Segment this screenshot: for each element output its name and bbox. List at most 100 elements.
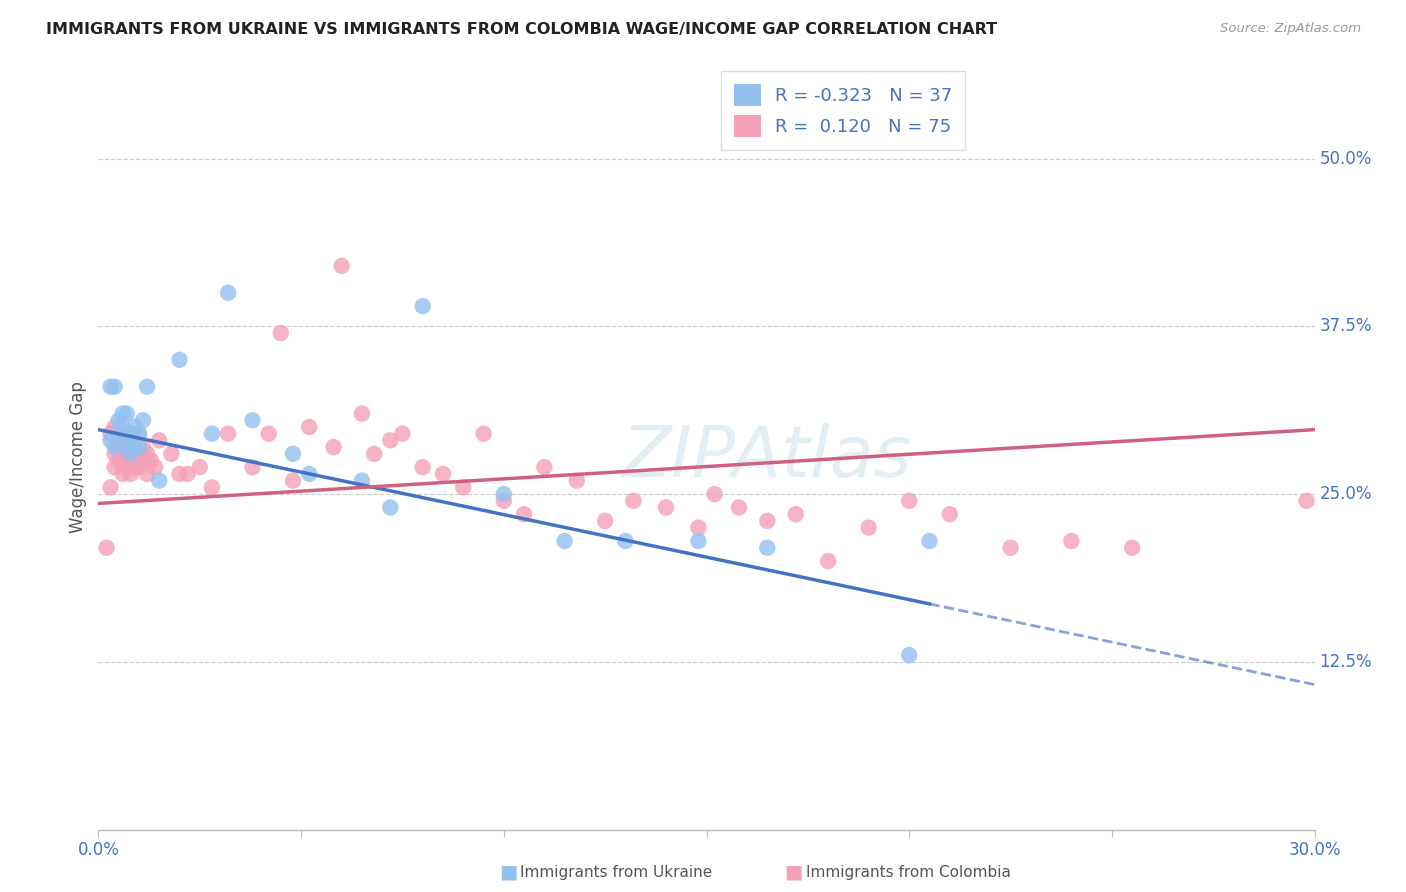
Point bbox=[1121, 541, 1143, 555]
Point bbox=[1000, 541, 1022, 555]
Text: Immigrants from Ukraine: Immigrants from Ukraine bbox=[520, 865, 713, 880]
Point bbox=[128, 440, 150, 454]
Point bbox=[111, 453, 134, 467]
Point bbox=[217, 285, 239, 300]
Point bbox=[120, 426, 142, 441]
Point bbox=[281, 447, 304, 461]
Point bbox=[703, 487, 725, 501]
Point bbox=[363, 447, 385, 461]
Point bbox=[128, 447, 150, 461]
Text: Source: ZipAtlas.com: Source: ZipAtlas.com bbox=[1220, 22, 1361, 36]
Point bbox=[655, 500, 678, 515]
Text: 37.5%: 37.5% bbox=[1319, 318, 1372, 335]
Point bbox=[143, 460, 166, 475]
Point bbox=[492, 487, 515, 501]
Point bbox=[858, 520, 880, 534]
Point bbox=[270, 326, 292, 340]
Point bbox=[350, 474, 373, 488]
Point bbox=[136, 467, 159, 481]
Point bbox=[124, 460, 146, 475]
Point bbox=[298, 420, 321, 434]
Point bbox=[136, 380, 159, 394]
Text: 12.5%: 12.5% bbox=[1319, 653, 1372, 671]
Point bbox=[176, 467, 198, 481]
Point bbox=[257, 426, 280, 441]
Point bbox=[898, 648, 921, 662]
Point bbox=[756, 541, 779, 555]
Point bbox=[115, 426, 138, 441]
Point bbox=[111, 407, 134, 421]
Point bbox=[169, 352, 191, 367]
Point bbox=[1295, 493, 1317, 508]
Point bbox=[136, 447, 159, 461]
Point bbox=[128, 426, 150, 441]
Point bbox=[330, 259, 353, 273]
Text: Immigrants from Colombia: Immigrants from Colombia bbox=[806, 865, 1011, 880]
Point bbox=[298, 467, 321, 481]
Point bbox=[107, 440, 129, 454]
Point bbox=[107, 440, 129, 454]
Point bbox=[100, 434, 122, 448]
Point bbox=[188, 460, 211, 475]
Point bbox=[139, 453, 162, 467]
Point bbox=[728, 500, 751, 515]
Point bbox=[124, 447, 146, 461]
Point bbox=[201, 480, 224, 494]
Point bbox=[120, 440, 142, 454]
Point bbox=[148, 434, 170, 448]
Point bbox=[939, 507, 962, 521]
Point bbox=[688, 534, 710, 549]
Text: IMMIGRANTS FROM UKRAINE VS IMMIGRANTS FROM COLOMBIA WAGE/INCOME GAP CORRELATION : IMMIGRANTS FROM UKRAINE VS IMMIGRANTS FR… bbox=[46, 22, 997, 37]
Point bbox=[111, 440, 134, 454]
Point bbox=[104, 380, 127, 394]
Point bbox=[492, 493, 515, 508]
Point bbox=[614, 534, 637, 549]
Point bbox=[132, 453, 155, 467]
Point bbox=[918, 534, 941, 549]
Point bbox=[593, 514, 616, 528]
Point bbox=[201, 426, 224, 441]
Point bbox=[132, 413, 155, 427]
Point bbox=[322, 440, 344, 454]
Point bbox=[115, 407, 138, 421]
Point bbox=[100, 380, 122, 394]
Text: ■: ■ bbox=[785, 863, 803, 882]
Point bbox=[128, 460, 150, 475]
Point bbox=[104, 420, 127, 434]
Point bbox=[242, 413, 264, 427]
Point bbox=[111, 467, 134, 481]
Point bbox=[124, 420, 146, 434]
Point bbox=[107, 413, 129, 427]
Point bbox=[111, 420, 134, 434]
Point bbox=[898, 493, 921, 508]
Point bbox=[115, 440, 138, 454]
Point bbox=[380, 500, 402, 515]
Point bbox=[817, 554, 839, 568]
Point bbox=[169, 467, 191, 481]
Text: 25.0%: 25.0% bbox=[1319, 485, 1372, 503]
Point bbox=[124, 434, 146, 448]
Point bbox=[513, 507, 536, 521]
Point bbox=[756, 514, 779, 528]
Point bbox=[115, 440, 138, 454]
Point bbox=[100, 480, 122, 494]
Point bbox=[104, 447, 127, 461]
Point bbox=[533, 460, 555, 475]
Point bbox=[107, 453, 129, 467]
Point bbox=[104, 440, 127, 454]
Point bbox=[120, 467, 142, 481]
Point bbox=[412, 299, 434, 313]
Point bbox=[115, 426, 138, 441]
Point bbox=[120, 447, 142, 461]
Point bbox=[412, 460, 434, 475]
Point bbox=[242, 460, 264, 475]
Point bbox=[785, 507, 807, 521]
Point bbox=[104, 460, 127, 475]
Point bbox=[350, 407, 373, 421]
Point bbox=[124, 440, 146, 454]
Y-axis label: Wage/Income Gap: Wage/Income Gap bbox=[69, 381, 87, 533]
Point bbox=[554, 534, 576, 549]
Point bbox=[120, 453, 142, 467]
Point bbox=[128, 426, 150, 441]
Point bbox=[111, 426, 134, 441]
